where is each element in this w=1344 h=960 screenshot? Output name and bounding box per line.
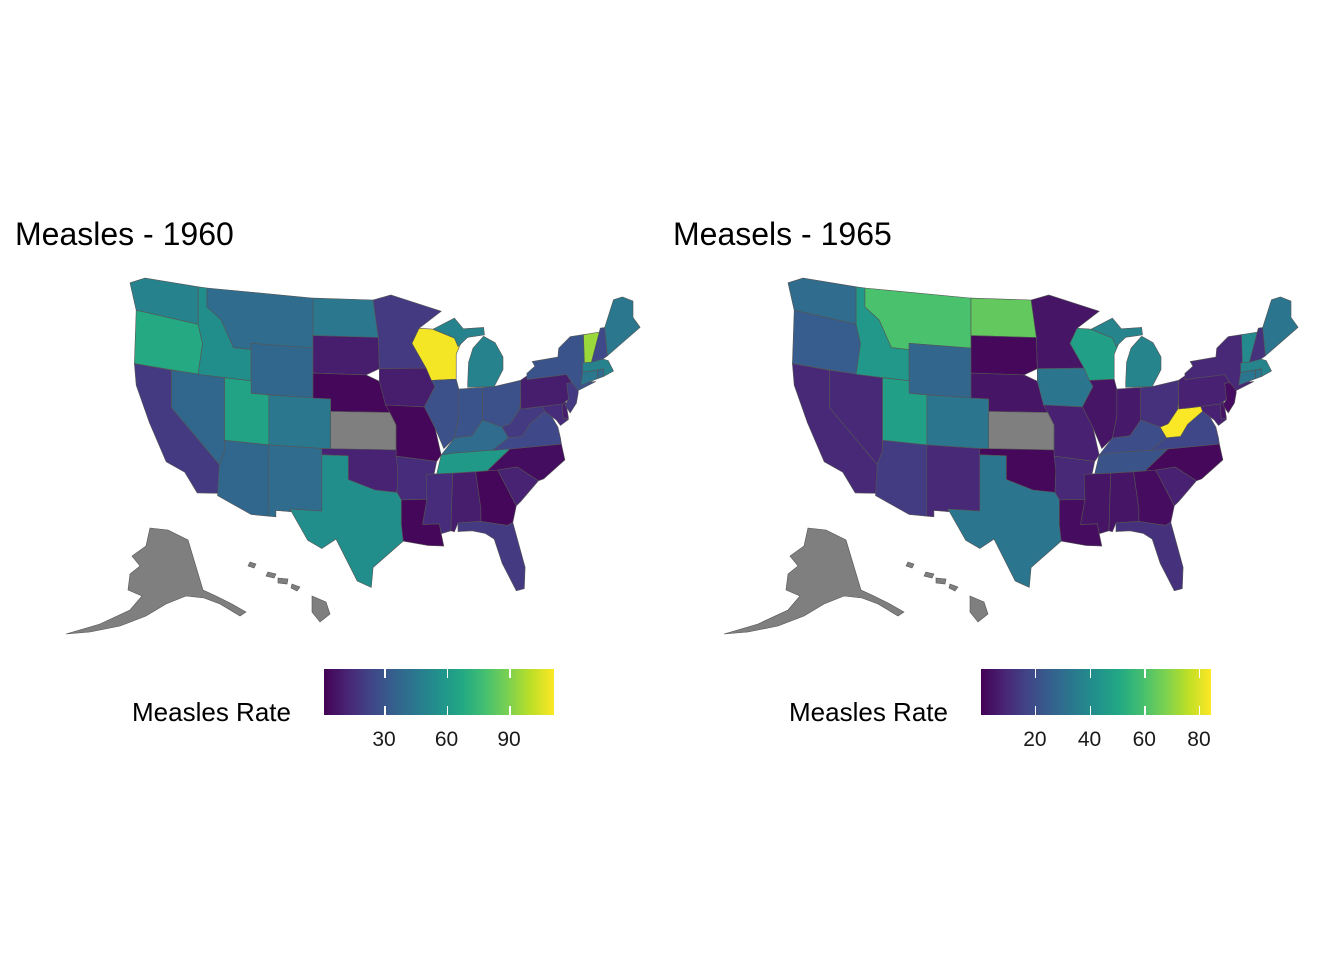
us-choropleth-map <box>723 277 1299 635</box>
state-ma <box>582 358 614 377</box>
state-fl <box>1115 521 1184 592</box>
colorbar-tick-mark <box>1144 669 1146 678</box>
state-hi <box>969 595 989 623</box>
colorbar-tick-label: 60 <box>434 728 459 751</box>
colorbar-tick-label: 40 <box>1077 728 1102 751</box>
colorbar-tick-mark <box>446 706 448 715</box>
state-wy <box>250 342 314 399</box>
colorbar-tick-label: 60 <box>1132 728 1156 751</box>
colorbar-tick-label: 20 <box>1023 728 1047 751</box>
state-co <box>926 394 989 450</box>
state-wy <box>908 342 972 399</box>
map-panel-1960: Measles - 1960 Measles Rate 30 60 90 <box>15 216 641 751</box>
state-sd <box>312 335 380 376</box>
state-nh <box>1248 327 1266 363</box>
state-hi <box>923 571 935 579</box>
state-nm <box>268 444 323 518</box>
state-ks <box>988 411 1055 451</box>
state-co <box>268 394 331 450</box>
map-title: Measels - 1965 <box>673 216 892 252</box>
colorbar-tick-mark <box>1089 669 1092 678</box>
state-tx <box>947 454 1062 588</box>
colorbar-tick-mark <box>1089 706 1092 715</box>
state-nh <box>590 327 608 363</box>
state-hi <box>905 561 915 569</box>
state-nd <box>312 297 379 338</box>
colorbar-tick-label: 30 <box>372 728 396 751</box>
colorbar-tick-mark <box>1198 669 1201 678</box>
state-hi <box>265 571 277 579</box>
colorbar-tick-mark <box>1034 669 1037 678</box>
state-me <box>604 296 641 357</box>
state-ia <box>379 367 436 408</box>
state-hi <box>935 577 947 585</box>
state-ak <box>723 527 905 635</box>
state-hi <box>290 583 301 592</box>
state-me <box>1262 296 1299 357</box>
colorbar-tick-mark <box>446 669 448 678</box>
state-nm <box>926 444 981 518</box>
state-ks <box>330 411 397 451</box>
state-hi <box>311 595 331 623</box>
colorbar-tick-mark <box>384 706 386 715</box>
colorbar-tick-mark <box>1034 706 1037 715</box>
state-ri <box>1255 368 1263 380</box>
state-il <box>424 378 460 450</box>
state-ri <box>597 368 605 380</box>
colorbar-tick-mark <box>1144 706 1146 715</box>
state-tx <box>289 454 404 588</box>
state-il <box>1082 378 1118 450</box>
colorbar-tick-mark <box>384 669 386 678</box>
state-mi <box>1090 317 1143 348</box>
colorbar <box>324 669 554 715</box>
map-title: Measles - 1960 <box>15 216 234 252</box>
state-mi <box>432 317 485 348</box>
state-nd <box>970 297 1037 338</box>
state-sd <box>970 335 1038 376</box>
state-az <box>217 439 270 517</box>
colorbar-tick-label: 90 <box>497 728 521 751</box>
state-ma <box>1240 358 1272 377</box>
map-panel-1965: Measels - 1965 Measles Rate 20 40 60 80 <box>658 0 1330 960</box>
colorbar-tick-mark <box>509 669 511 678</box>
state-ak <box>65 527 247 635</box>
colorbar <box>981 669 1211 715</box>
colorbar-tick-label: 80 <box>1187 728 1211 751</box>
colorbar-tick-mark <box>509 706 511 715</box>
legend-title: Measles Rate <box>789 697 948 727</box>
state-mi <box>1125 335 1162 388</box>
state-hi <box>247 561 257 569</box>
state-mi <box>467 335 504 388</box>
state-ia <box>1037 367 1094 408</box>
legend-title: Measles Rate <box>132 697 291 727</box>
us-choropleth-map <box>65 277 641 635</box>
state-az <box>875 439 928 517</box>
state-hi <box>277 577 289 585</box>
state-fl <box>457 521 526 592</box>
colorbar-tick-mark <box>1198 706 1201 715</box>
state-hi <box>948 583 959 592</box>
